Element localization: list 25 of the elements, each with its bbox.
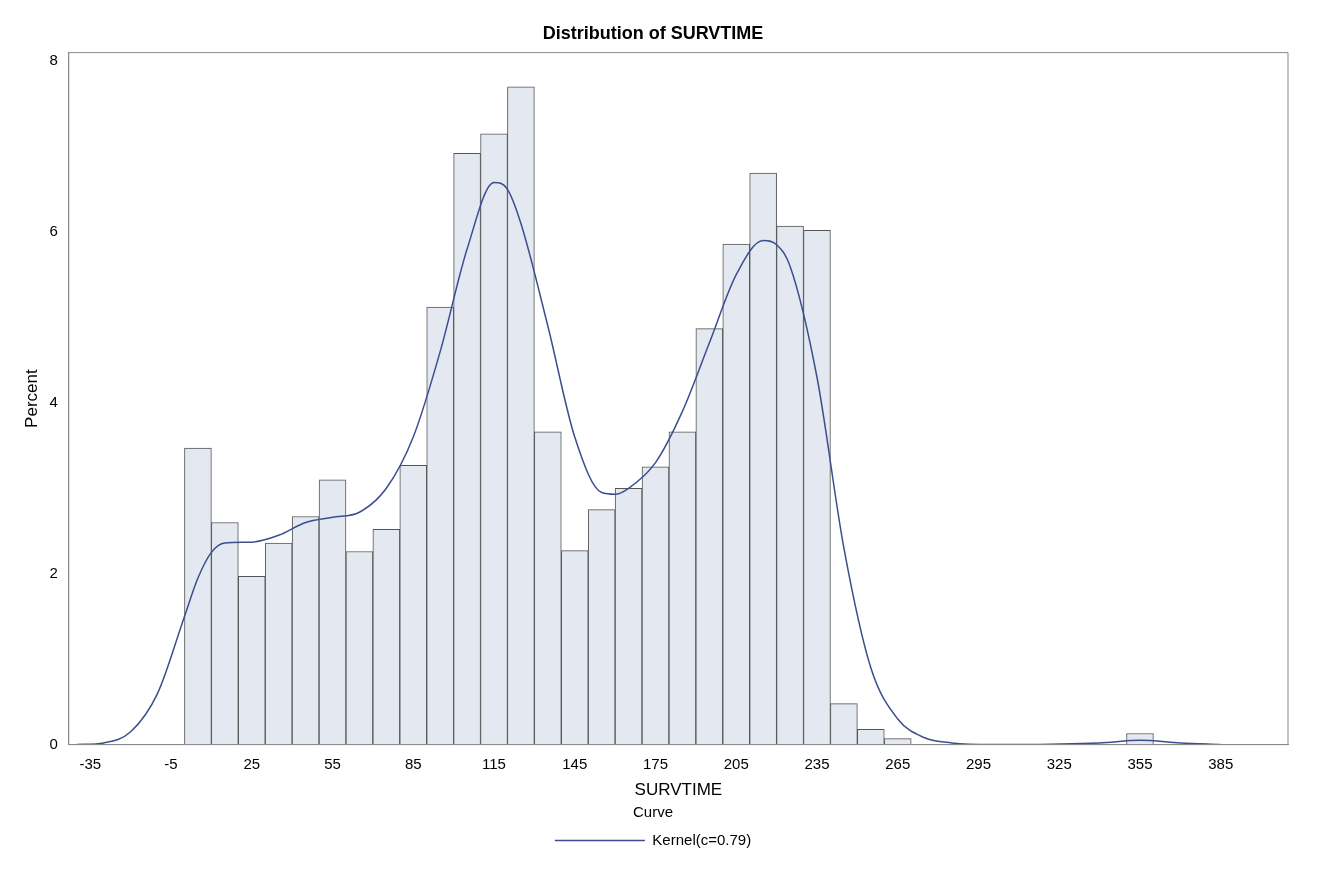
x-tick-label: 175 [642,754,669,772]
chart-title: Distribution of SURVTIME [542,22,764,43]
y-tick-label: 0 [49,734,58,752]
x-tick-label: 325 [1046,754,1072,772]
x-tick-label: 25 [243,754,261,772]
y-tick-label: 6 [49,222,58,240]
x-tick-label: 115 [482,754,506,772]
y-axis-title: Percent [21,369,41,428]
x-tick-label: 265 [885,754,911,772]
x-tick-label: -5 [164,754,178,772]
x-tick-label: 85 [404,754,422,772]
x-tick-label: -35 [79,754,102,772]
x-tick-label: 55 [324,754,341,772]
x-tick-label: 295 [965,754,991,772]
x-tick-label: 385 [1208,754,1234,772]
x-axis-title: SURVTIME [634,780,723,800]
x-tick-label: 235 [804,754,830,772]
y-tick-label: 8 [49,51,58,69]
x-tick-label: 205 [723,754,749,772]
legend-title: Curve [632,802,674,820]
text: Kernel(c=0.79) [652,830,752,848]
x-tick-label: 145 [562,754,588,772]
x-tick-label: 355 [1127,754,1153,772]
y-tick-label: 4 [49,393,58,411]
y-tick-label: 2 [49,563,58,581]
